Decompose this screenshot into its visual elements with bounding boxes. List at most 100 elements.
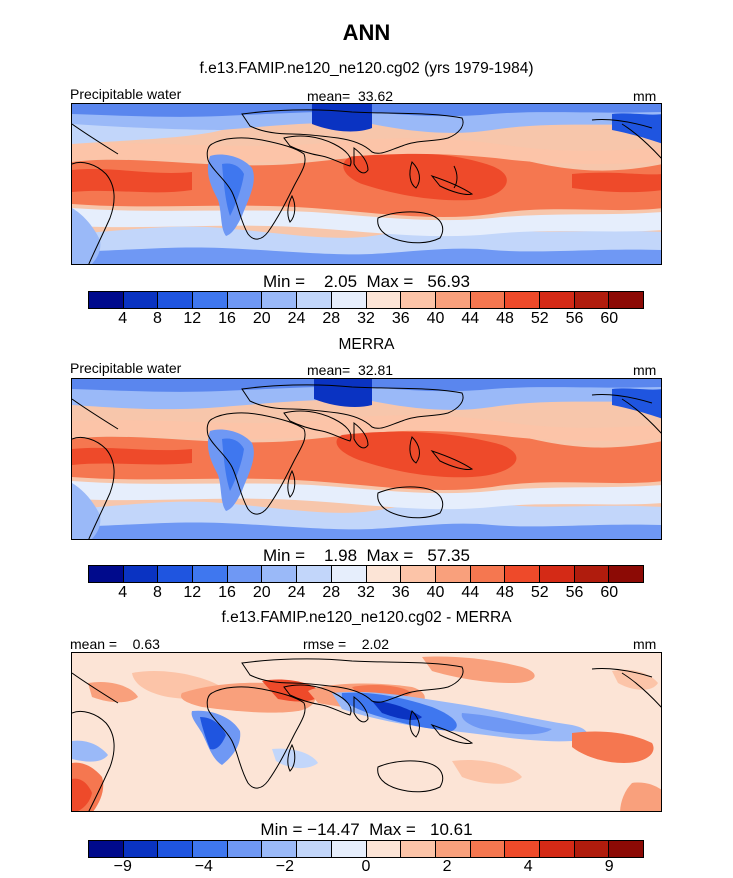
colorbar-swatch — [227, 841, 263, 857]
colorbar-swatch — [539, 292, 575, 308]
colorbar-tick-label: 20 — [252, 310, 271, 327]
colorbar-tick-label: 4 — [118, 310, 128, 327]
colorbar-tick-label: 60 — [600, 310, 619, 327]
panel1-map — [71, 103, 662, 265]
colorbar-swatch — [297, 841, 332, 857]
colorbar-swatch — [470, 292, 506, 308]
panel3-colorbar — [88, 840, 644, 858]
colorbar-tick-label: 56 — [565, 310, 584, 327]
colorbar-tick-label: 44 — [461, 584, 480, 601]
colorbar-tick-label: −2 — [275, 858, 295, 875]
panel2-subtitle: MERRA — [338, 336, 395, 353]
colorbar-tick-label: 28 — [322, 310, 341, 327]
colorbar-swatch — [401, 292, 436, 308]
colorbar-tick-label: 12 — [183, 310, 202, 327]
colorbar-swatch — [123, 841, 159, 857]
colorbar-tick-label: 2 — [442, 858, 452, 875]
colorbar-tick-label: 12 — [183, 584, 202, 601]
panel1-map-svg — [72, 104, 661, 264]
colorbar-tick-label: 0 — [361, 858, 371, 875]
panel3-subtitle: f.e13.FAMIP.ne120_ne120.cg02 - MERRA — [221, 609, 512, 626]
panel2-minmax: Min = 1.98 Max = 57.35 — [263, 546, 470, 565]
colorbar-tick-label: −9 — [113, 858, 132, 875]
figure-title: ANN — [342, 20, 391, 45]
colorbar-swatch — [331, 292, 367, 308]
colorbar-swatch — [366, 292, 402, 308]
panel2-variable-label: Precipitable water — [70, 360, 182, 376]
colorbar-tick-label: 4 — [118, 584, 128, 601]
panel1-colorbar-ticks: 4 8 12 16 20 24 28 32 36 40 44 48 52 56 60 — [88, 310, 644, 328]
colorbar-tick-label: 48 — [496, 584, 514, 601]
colorbar-swatch — [262, 292, 298, 308]
colorbar-swatch — [89, 292, 124, 308]
colorbar-swatch — [574, 292, 610, 308]
panel1-colorbar — [88, 291, 644, 309]
colorbar-tick-label: 44 — [461, 310, 480, 327]
colorbar-tick-label: 8 — [153, 310, 162, 327]
colorbar-swatch — [89, 841, 124, 857]
colorbar-swatch — [297, 292, 332, 308]
panel2-units-label: mm — [633, 362, 657, 378]
colorbar-tick-label: 56 — [565, 584, 584, 601]
colorbar-tick-label: 24 — [287, 584, 306, 601]
panel3-units-label: mm — [633, 636, 657, 652]
colorbar-swatch — [158, 292, 194, 308]
colorbar-tick-label: 32 — [357, 584, 375, 601]
colorbar-tick-label: 60 — [600, 584, 619, 601]
colorbar-swatch — [297, 566, 332, 582]
colorbar-swatch — [435, 841, 471, 857]
colorbar-swatch — [366, 841, 402, 857]
colorbar-swatch — [158, 841, 194, 857]
colorbar-tick-label: 9 — [604, 858, 614, 875]
colorbar-swatch — [609, 566, 643, 582]
panel3-rmse-label: rmse = 2.02 — [303, 636, 389, 652]
panel2-colorbar-ticks: 4 8 12 16 20 24 28 32 36 40 44 48 52 56 60 — [88, 584, 644, 602]
colorbar-tick-label: 52 — [530, 584, 549, 601]
colorbar-swatch — [470, 566, 506, 582]
colorbar-swatch — [193, 841, 228, 857]
colorbar-swatch — [123, 566, 159, 582]
colorbar-swatch — [435, 566, 471, 582]
colorbar-swatch — [123, 292, 159, 308]
colorbar-swatch — [366, 566, 402, 582]
panel1-units-label: mm — [633, 88, 657, 104]
colorbar-swatch — [574, 841, 610, 857]
panel1-variable-label: Precipitable water — [70, 86, 182, 102]
colorbar-swatch — [331, 566, 367, 582]
colorbar-tick-label: 40 — [426, 310, 445, 327]
panel1-minmax: Min = 2.05 Max = 56.93 — [263, 272, 470, 291]
colorbar-tick-label: 28 — [322, 584, 341, 601]
colorbar-swatch — [89, 566, 124, 582]
colorbar-swatch — [574, 566, 610, 582]
colorbar-swatch — [539, 566, 575, 582]
colorbar-swatch — [193, 566, 228, 582]
colorbar-swatch — [193, 292, 228, 308]
colorbar-tick-label: 48 — [496, 310, 514, 327]
colorbar-tick-label: −4 — [194, 858, 213, 875]
colorbar-tick-label: 40 — [426, 584, 445, 601]
panel3-map-svg — [72, 653, 661, 811]
panel3-minmax: Min = −14.47 Max = 10.61 — [260, 820, 473, 839]
colorbar-swatch — [505, 566, 540, 582]
panel2-colorbar — [88, 565, 644, 583]
colorbar-swatch — [435, 292, 471, 308]
colorbar-swatch — [609, 841, 643, 857]
colorbar-tick-label: 52 — [530, 310, 549, 327]
panel3-colorbar-ticks: −9 −4 −2 0 2 4 9 — [88, 858, 644, 876]
colorbar-tick-label: 4 — [523, 858, 533, 875]
colorbar-swatch — [227, 566, 263, 582]
panel2-mean-label: mean= 32.81 — [307, 362, 394, 378]
panel2-map — [71, 378, 662, 540]
panel2-map-svg — [72, 379, 661, 539]
colorbar-tick-label: 32 — [357, 310, 375, 327]
colorbar-swatch — [227, 292, 263, 308]
colorbar-swatch — [401, 841, 436, 857]
colorbar-tick-label: 16 — [218, 584, 236, 601]
colorbar-tick-label: 24 — [287, 310, 306, 327]
colorbar-swatch — [158, 566, 194, 582]
colorbar-swatch — [470, 841, 506, 857]
colorbar-tick-label: 36 — [391, 584, 410, 601]
colorbar-swatch — [262, 841, 298, 857]
colorbar-tick-label: 8 — [153, 584, 162, 601]
colorbar-swatch — [505, 292, 540, 308]
